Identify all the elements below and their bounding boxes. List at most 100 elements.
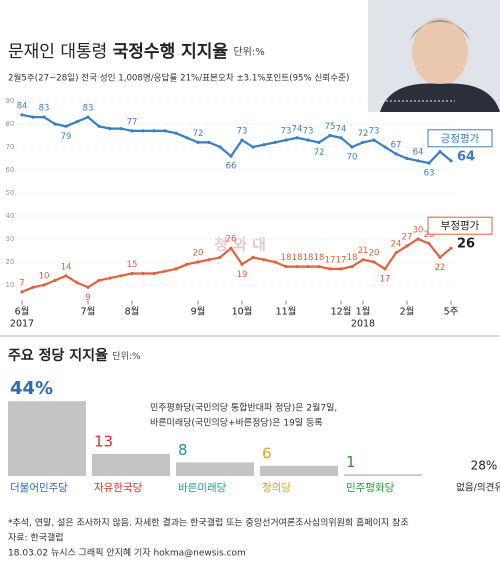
bar [92, 453, 170, 476]
data-label: 20 [193, 249, 204, 259]
data-label: 17 [380, 274, 391, 284]
point [383, 267, 387, 271]
face [412, 18, 468, 86]
category-label: 자유한국당 [94, 482, 143, 494]
point [152, 129, 156, 133]
legend-label: 긍정평가 [441, 133, 480, 145]
point [20, 113, 24, 117]
x-tick-label: 5주 [444, 307, 459, 318]
point [262, 143, 266, 147]
value-label: 8 [178, 441, 188, 459]
point [53, 122, 57, 126]
point [284, 138, 288, 142]
point [31, 115, 35, 119]
x-tick-label: 11월 [276, 306, 297, 318]
x-tick-label: 2월 [400, 306, 415, 318]
bar-unit: 단위:% [112, 351, 141, 362]
note: 민주평화당(국민의당 통합반대파 정당)은 2월7일, [150, 402, 337, 414]
data-label: 74 [292, 124, 303, 134]
point [328, 133, 332, 138]
point [229, 246, 233, 250]
y-tick-label: 80 [6, 120, 15, 128]
point [42, 115, 46, 119]
data-label: 70 [347, 153, 358, 163]
x-year-label: 2018 [351, 319, 375, 330]
suit [380, 83, 500, 112]
point [350, 265, 354, 269]
data-label: 73 [369, 127, 380, 137]
point [251, 145, 255, 149]
point [306, 265, 310, 269]
point [185, 262, 189, 266]
x-year-label: 2017 [10, 319, 34, 330]
legend-box [427, 216, 493, 235]
point [328, 267, 332, 271]
category-label: 정의당 [262, 482, 291, 494]
data-label: 18 [314, 253, 325, 263]
point [372, 260, 376, 264]
point [361, 258, 365, 262]
data-label: 18 [303, 253, 314, 263]
data-label: 18 [281, 253, 292, 263]
point [218, 145, 222, 149]
point [438, 150, 442, 154]
point [119, 127, 123, 131]
point [339, 267, 343, 271]
data-label: 18 [292, 253, 303, 263]
data-label: 26 [457, 237, 475, 252]
point [97, 124, 101, 128]
point [130, 271, 134, 276]
data-label: 28 [424, 230, 435, 240]
point [86, 115, 90, 119]
point [306, 138, 310, 142]
y-tick-label: 40 [6, 212, 15, 220]
title-bold: 국정수행 지지율 [113, 42, 229, 62]
legend-label: 부정평가 [441, 220, 480, 232]
category-label: 바른미래당 [178, 482, 227, 494]
data-label: 21 [358, 246, 369, 256]
data-label: 64 [457, 149, 475, 164]
title: 문재인 대통령 국정수행 지지율 단위:% [8, 42, 265, 62]
y-tick-label: 90 [6, 97, 15, 105]
data-label: 18 [347, 253, 358, 263]
point [207, 140, 211, 144]
footer: 자료: 한국갤럽 [8, 532, 64, 544]
point [295, 136, 299, 140]
point [361, 140, 365, 144]
subtitle: 2월5주(27~28일) 전국 성인 1,008명/응답률 21%/표본오차 ±… [8, 72, 349, 84]
point [163, 129, 167, 133]
point [405, 244, 409, 248]
point [229, 154, 233, 158]
data-label: 22 [435, 263, 446, 273]
point [196, 260, 200, 264]
point [130, 129, 134, 133]
data-label: 83 [39, 104, 50, 114]
point [284, 265, 288, 269]
data-label: 66 [226, 162, 237, 172]
point [438, 255, 442, 259]
point [64, 274, 68, 278]
point [240, 262, 244, 266]
point [75, 281, 79, 285]
footer: 18.03.02 뉴시스 그래픽 안지혜 기자 hokma@newsis.com [8, 547, 246, 559]
y-tick-label: 10 [6, 281, 15, 289]
bar-title: 주요 정당 지지율 단위:% [8, 347, 141, 364]
data-label: 73 [303, 127, 314, 137]
y-tick-label: 30 [6, 235, 15, 243]
point [163, 269, 167, 273]
photo [368, 0, 500, 112]
point [218, 255, 222, 259]
x-tick-label: 7월 [81, 306, 96, 318]
point [405, 156, 409, 161]
point [427, 161, 431, 165]
point [273, 140, 277, 144]
point [97, 278, 101, 282]
data-label: 63 [424, 169, 435, 179]
data-label: 64 [413, 147, 424, 157]
bar [344, 474, 422, 476]
point [31, 285, 35, 289]
data-label: 26 [226, 235, 237, 245]
point [394, 251, 398, 255]
data-label: 75 [325, 122, 336, 132]
